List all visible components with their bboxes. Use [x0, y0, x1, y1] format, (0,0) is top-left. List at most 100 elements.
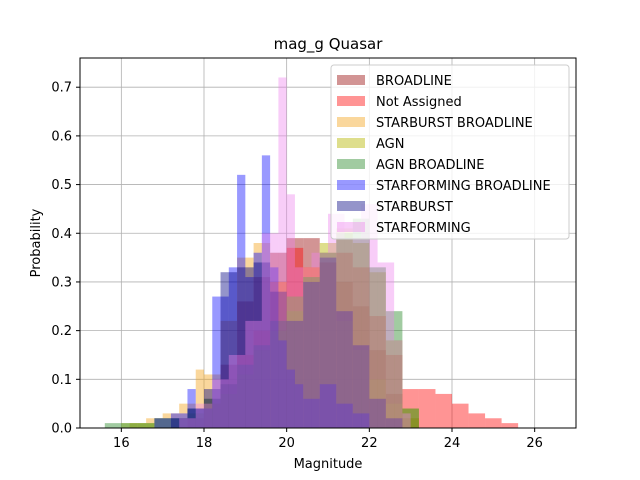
legend-label: Not Assigned: [376, 95, 462, 110]
y-tick-label: 0.3: [51, 275, 72, 290]
histogram-bar: [319, 262, 337, 428]
x-tick-label: 22: [361, 436, 378, 451]
histogram-bar: [204, 374, 221, 428]
histogram-bar: [179, 418, 196, 428]
legend-swatch: [337, 201, 365, 211]
histogram-bars: [104, 77, 519, 429]
histogram-bar: [253, 243, 271, 428]
histogram-bar: [303, 398, 320, 428]
legend-label: AGN: [376, 137, 404, 152]
histogram-bar: [253, 277, 271, 428]
histogram-bar: [253, 262, 271, 428]
histogram-bar: [104, 423, 122, 428]
legend-label: STARFORMING BROADLINE: [376, 179, 551, 194]
histogram-bar: [352, 306, 370, 428]
x-tick-label: 20: [278, 436, 295, 451]
histogram-bar: [253, 345, 271, 428]
histogram-bar: [294, 384, 304, 428]
histogram-bar: [369, 267, 386, 428]
histogram-bar: [220, 364, 238, 428]
legend-swatch: [337, 117, 365, 127]
histogram-bar: [187, 389, 196, 428]
histogram-bar: [237, 364, 254, 428]
histogram-bar: [187, 413, 204, 428]
histogram-bar: [352, 413, 370, 428]
histogram-bar: [245, 320, 262, 428]
histogram-bar: [195, 403, 213, 428]
histogram-bar: [394, 340, 403, 428]
series-0-bars: [187, 238, 419, 428]
histogram-bar: [385, 354, 403, 428]
histogram-bar: [187, 408, 204, 428]
histogram-bar: [237, 267, 254, 428]
histogram-bar: [278, 77, 287, 428]
histogram-bar: [303, 277, 320, 428]
series-7-bars: [179, 77, 411, 428]
histogram-bar: [170, 418, 188, 428]
histogram-bar: [418, 389, 436, 428]
series-1-bars: [204, 247, 519, 428]
histogram-bar: [204, 398, 221, 428]
legend-swatch: [337, 222, 365, 232]
histogram-bar: [344, 238, 362, 428]
histogram-bar: [402, 418, 419, 428]
histogram-bar: [121, 423, 138, 428]
histogram-bar: [146, 418, 163, 428]
legend-swatch: [337, 138, 365, 148]
y-tick-label: 0.0: [51, 422, 72, 437]
histogram-bar: [377, 262, 395, 428]
histogram-bar: [286, 238, 304, 428]
histogram-bar: [336, 403, 353, 428]
histogram-bar: [220, 393, 238, 428]
legend-label: STARFORMING: [376, 221, 471, 236]
histogram-bar: [228, 354, 246, 428]
histogram-bar: [137, 423, 155, 428]
histogram-bar: [245, 277, 254, 428]
y-tick-label: 0.4: [51, 227, 72, 242]
histogram-bar: [385, 393, 403, 428]
chart-title: mag_g Quasar: [274, 35, 384, 54]
x-axis-label: Magnitude: [294, 457, 363, 472]
y-axis-label: Probability: [29, 208, 44, 277]
legend-label: AGN BROADLINE: [376, 158, 484, 173]
histogram-bar: [270, 320, 287, 428]
legend: BROADLINE Not Assigned STARBURST BROADLINE…: [330, 64, 570, 240]
histogram-bar: [154, 418, 171, 428]
y-tick-label: 0.7: [51, 81, 72, 96]
histogram-bar: [369, 316, 386, 428]
legend-swatch: [337, 180, 365, 190]
x-tick-label: 18: [196, 436, 213, 451]
histogram-bar: [336, 228, 353, 428]
histogram-bar: [303, 238, 320, 428]
histogram-bar: [228, 267, 238, 428]
histogram-bar: [402, 418, 419, 428]
histogram-bar: [270, 281, 287, 428]
histogram-bar: [204, 403, 221, 428]
axis-ticks: 16 18 20 22 24 26 0.0 0.1 0.2 0.3 0.4 0.5 0.6 0.7: [51, 81, 543, 451]
histogram-bar: [319, 252, 337, 428]
histogram-bar: [361, 204, 378, 428]
series-2-bars: [129, 243, 419, 428]
x-tick-label: 26: [526, 436, 543, 451]
histogram-bar: [162, 413, 180, 428]
histogram-bar: [286, 320, 304, 428]
histogram-bar: [237, 174, 246, 428]
y-tick-label: 0.2: [51, 324, 72, 339]
histogram-bar: [303, 267, 320, 428]
histogram-bar: [270, 252, 287, 428]
histogram-bar: [170, 418, 188, 428]
histogram-bar: [352, 218, 370, 428]
histogram-bar: [270, 281, 287, 428]
histogram-bar: [121, 423, 138, 428]
histogram-bar: [286, 194, 295, 428]
histogram-bar: [311, 252, 328, 428]
histogram-bar: [336, 252, 353, 428]
histogram-bar: [336, 320, 353, 428]
histogram-bar: [286, 369, 295, 428]
histogram-bar: [204, 403, 221, 428]
histogram-bar: [485, 418, 502, 428]
histogram-bar: [369, 272, 386, 428]
histogram-bar: [253, 252, 262, 428]
histogram-bar: [154, 418, 171, 428]
